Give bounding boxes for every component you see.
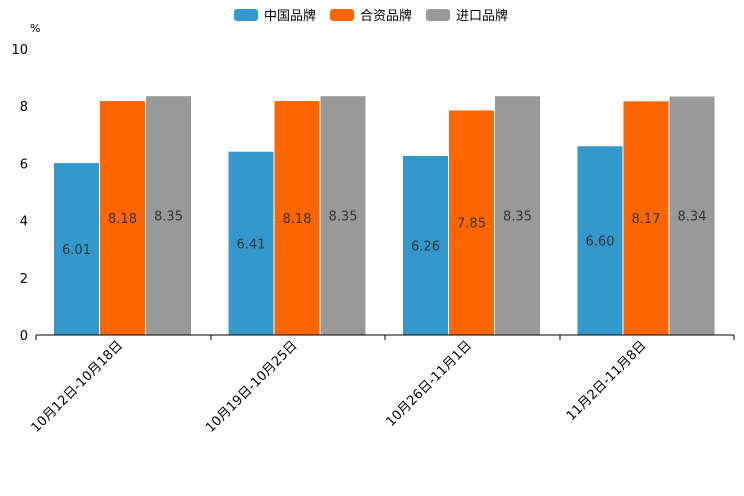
x-category-label-1: 10月19日-10月25日: [203, 338, 300, 435]
bar-0-1: [228, 151, 274, 335]
bar-1-2: [449, 110, 494, 336]
bar-0-2: [403, 155, 448, 335]
bar-2-3: [669, 96, 715, 335]
x-category-label-3: 11月2日-11月8日: [564, 338, 650, 424]
y-tick-label-3: 6: [20, 157, 28, 172]
x-axis: 10月12日-10月18日 10月19日-10月25日 10月26日-11月1日 11…: [29, 334, 735, 436]
bar-1-3: [623, 101, 669, 335]
data-label-0-1: 6.41: [237, 237, 266, 252]
data-label-1-1: 8.18: [283, 212, 312, 227]
x-category-label-2: 10月26日-11月1日: [383, 338, 475, 430]
y-axis: 0 2 4 6 8 10: [11, 43, 28, 344]
data-label-2-1: 8.35: [329, 210, 358, 225]
legend-label-2: 进口品牌: [456, 8, 508, 24]
data-label-1-2: 7.85: [457, 217, 486, 232]
bar-2-2: [495, 96, 540, 335]
bar-2-0: [146, 96, 191, 335]
bars: 6.01 8.18 8.35 6.41 8.18 8.35 6.26 7.85 8.35 6.60…: [54, 96, 715, 336]
data-label-2-3: 8.34: [678, 210, 707, 225]
y-tick-label-0: 0: [20, 329, 28, 344]
x-category-label-0: 10月12日-10月18日: [29, 338, 126, 435]
data-label-2-2: 8.35: [503, 210, 532, 225]
legend-swatch-1: [330, 9, 354, 21]
bar-1-0: [100, 101, 145, 335]
data-label-1-3: 8.17: [632, 212, 661, 227]
bar-0-3: [577, 146, 623, 335]
y-axis-unit-label: %: [30, 22, 40, 35]
data-label-2-0: 8.35: [154, 210, 183, 225]
y-tick-label-4: 8: [20, 100, 28, 115]
y-tick-label-2: 4: [20, 215, 28, 230]
data-label-0-3: 6.60: [586, 235, 615, 250]
data-label-0-0: 6.01: [62, 243, 91, 258]
bar-0-0: [54, 163, 99, 335]
legend-swatch-0: [234, 9, 258, 21]
legend-swatch-2: [426, 9, 450, 21]
y-tick-label-1: 2: [20, 272, 28, 287]
data-label-1-0: 8.18: [108, 212, 137, 227]
legend-label-1: 合资品牌: [360, 8, 412, 24]
bar-2-1: [320, 96, 366, 335]
bar-1-1: [274, 101, 320, 335]
legend-label-0: 中国品牌: [264, 8, 316, 24]
data-label-0-2: 6.26: [411, 239, 440, 254]
legend: 中国品牌 合资品牌 进口品牌: [234, 8, 508, 24]
y-tick-label-5: 10: [11, 43, 28, 58]
